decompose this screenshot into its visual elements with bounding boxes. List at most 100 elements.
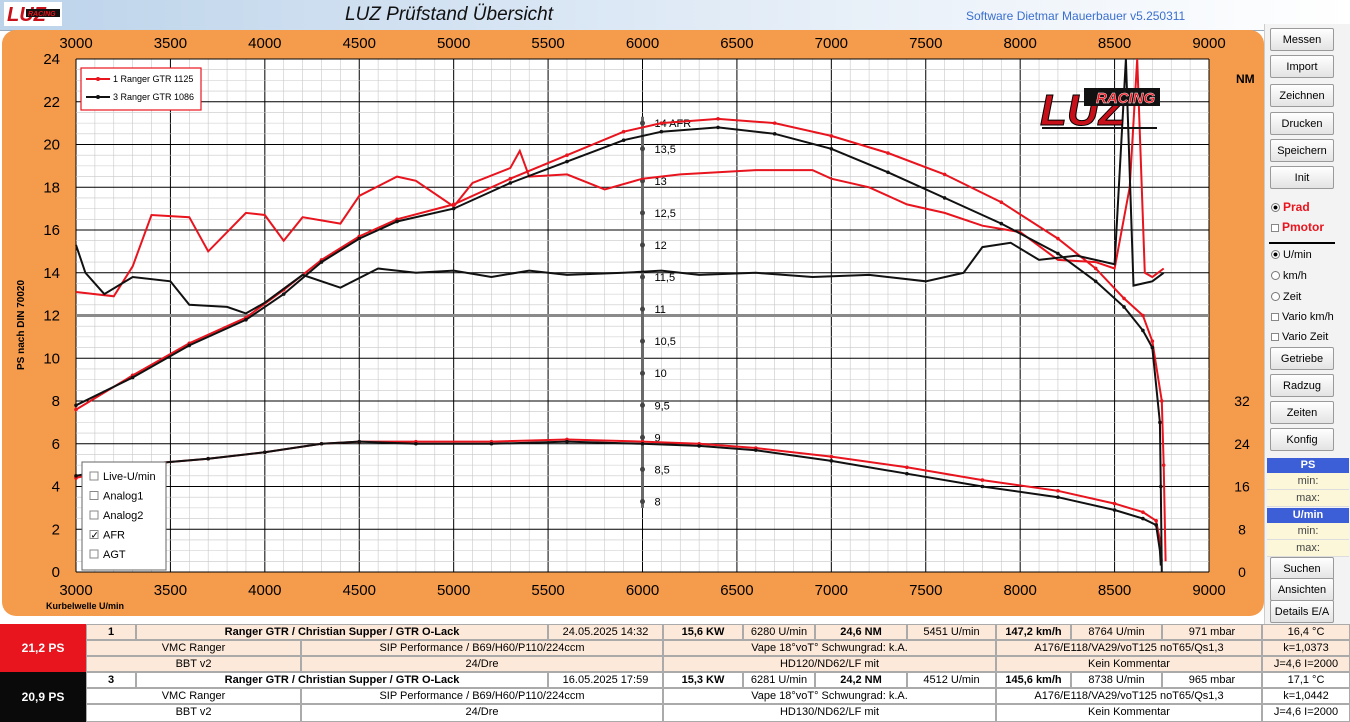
radzug-button[interactable]: Radzug (1270, 374, 1334, 397)
option-vario-zeit[interactable]: Vario Zeit (1271, 331, 1328, 343)
x-tick-label-bottom: 7000 (815, 582, 848, 599)
torque-point-series-2 (319, 441, 324, 446)
checkbox-label: AGT (103, 549, 126, 561)
torque-point-series-2 (74, 474, 78, 478)
torque-point-series-1 (1112, 501, 1117, 506)
run2-cylinder: SIP Performance / B69/H60/P110/224ccm (301, 688, 663, 704)
run1-pressure: 971 mbar (1162, 624, 1262, 640)
power-point-series-2 (395, 219, 399, 224)
run1-cylinder: SIP Performance / B69/H60/P110/224ccm (301, 640, 663, 656)
ansichten-button[interactable]: Ansichten (1270, 578, 1334, 601)
torque-point-series-2 (980, 484, 985, 489)
radio-icon (1271, 292, 1280, 301)
power-point-series-2 (1141, 328, 1145, 333)
x-tick-label-bottom: 9000 (1192, 582, 1225, 599)
afr-tick-mark (640, 146, 645, 152)
run2-comment: Kein Kommentar (996, 704, 1262, 722)
zeiten-button[interactable]: Zeiten (1270, 401, 1334, 424)
y-tick-label: 22 (43, 94, 60, 111)
option-kmh[interactable]: km/h (1271, 270, 1307, 282)
torque-point-series-2 (640, 441, 645, 446)
x-tick-label-top: 9000 (1192, 35, 1225, 52)
power-point-series-2 (716, 125, 720, 130)
init-button[interactable]: Init (1270, 166, 1334, 189)
nm-tick-label: 24 (1234, 436, 1250, 452)
afr-tick-mark (640, 434, 645, 440)
umin-section-header: U/min (1267, 508, 1349, 523)
option-label: U/min (1283, 249, 1312, 261)
power-point-series-2 (1093, 279, 1098, 284)
torque-point-series-2 (206, 456, 210, 461)
umin-max: max: (1267, 540, 1349, 557)
afr-tick-label: 10,5 (655, 336, 676, 348)
y-tick-label: 12 (43, 308, 60, 325)
power-point-series-1 (621, 129, 626, 134)
torque-point-series-1 (980, 478, 985, 482)
afr-tick-mark (640, 210, 645, 216)
afr-tick-label: 11,5 (655, 272, 676, 284)
afr-tick-label: 9 (655, 432, 661, 444)
power-point-series-2 (621, 138, 626, 143)
x-tick-label-top: 4500 (343, 35, 376, 52)
prad-option[interactable]: Prad (1271, 200, 1310, 214)
radio-icon (1271, 271, 1280, 280)
prad-label: Prad (1283, 200, 1310, 214)
checkbox-icon (89, 471, 99, 481)
x-tick-label-bottom: 5000 (437, 582, 470, 599)
run2-vehicle: VMC Ranger (86, 688, 301, 704)
run1-speed: 147,2 km/h (996, 624, 1071, 640)
pmotor-option[interactable]: Pmotor (1271, 220, 1324, 234)
dyno-chart: 3000 3000 3500 3500 4000 4000 4500 4500 5000 5000… (16, 35, 1255, 611)
checkbox-label: Analog1 (103, 491, 143, 503)
nm-axis-label: NM (1236, 72, 1255, 86)
option-zeit[interactable]: Zeit (1271, 291, 1301, 303)
afr-tick-mark (640, 306, 645, 312)
x-tick-label-top: 8000 (1003, 35, 1036, 52)
legend-marker (96, 77, 100, 81)
import-button[interactable]: Import (1270, 55, 1334, 78)
x-tick-label-top: 7500 (909, 35, 942, 52)
messen-button[interactable]: Messen (1270, 28, 1334, 51)
run2-exhaust: BBT v2 (86, 704, 301, 722)
suchen-button[interactable]: Suchen (1270, 557, 1334, 580)
run1-carb: 24/Dre (301, 656, 663, 672)
power-point-series-2 (659, 129, 664, 134)
afr-tick-mark (640, 370, 645, 376)
power-point-series-1 (659, 121, 664, 125)
x-tick-label-bottom: 8500 (1098, 582, 1131, 599)
legend-entry: 3 Ranger GTR 1086 (113, 92, 194, 102)
run1-ps-badge: 21,2 PS (0, 624, 86, 672)
checkbox-label: Analog2 (103, 510, 143, 522)
details-ea-button[interactable]: Details E/A (1270, 600, 1334, 623)
run1-ignition: Vape 18°voT° Schwungrad: k.A. (663, 640, 996, 656)
run1-timing: A176/E118/VA29/voT125 noT65/Qs1,3 (996, 640, 1262, 656)
afr-tick-label: 12 (655, 240, 667, 252)
torque-point-series-2 (697, 444, 701, 448)
power-point-series-2 (130, 375, 135, 380)
luz-logo-small: LUZ RACING (4, 2, 62, 26)
konfig-button[interactable]: Konfig (1270, 428, 1334, 451)
run1-inertia: J=4,6 I=2000 (1262, 656, 1350, 672)
torque-point-series-1 (1056, 488, 1060, 493)
zeichnen-button[interactable]: Zeichnen (1270, 84, 1334, 107)
y-tick-label: 16 (43, 222, 60, 239)
speichern-button[interactable]: Speichern (1270, 139, 1334, 162)
run1-jets: HD120/ND62/LF mit (663, 656, 996, 672)
option-vario-kmh[interactable]: Vario km/h (1271, 311, 1334, 323)
ps-max: max: (1267, 490, 1349, 507)
run1-nm-rpm: 5451 U/min (907, 624, 996, 640)
x-tick-label-top: 5000 (437, 35, 470, 52)
nm-tick-label: 32 (1234, 393, 1250, 409)
x-tick-label-bottom: 3000 (59, 582, 92, 599)
x-tick-label-bottom: 7500 (909, 582, 942, 599)
y-tick-label: 0 (52, 564, 60, 581)
power-point-series-1 (999, 200, 1004, 205)
getriebe-button[interactable]: Getriebe (1270, 347, 1334, 370)
run2-k-factor: k=1,0442 (1262, 688, 1350, 704)
y-tick-label: 10 (43, 350, 60, 367)
legend-box (80, 67, 202, 111)
option-umin[interactable]: U/min (1271, 249, 1312, 261)
checkbox-icon (89, 491, 99, 500)
drucken-button[interactable]: Drucken (1270, 112, 1334, 135)
run1-title: Ranger GTR / Christian Supper / GTR O-La… (136, 624, 548, 640)
